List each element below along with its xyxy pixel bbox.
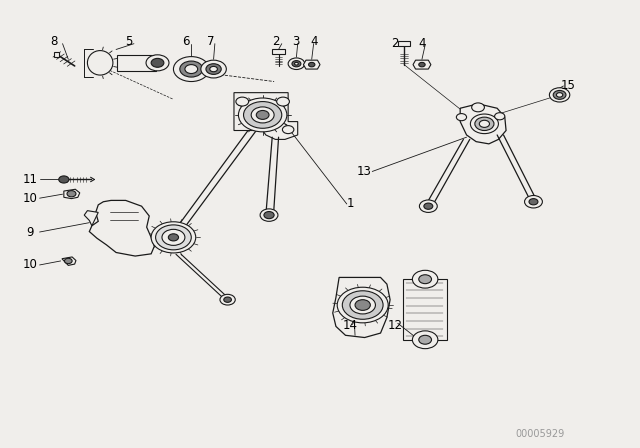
Polygon shape bbox=[62, 257, 76, 265]
Circle shape bbox=[264, 211, 274, 219]
Circle shape bbox=[151, 58, 164, 67]
Circle shape bbox=[350, 296, 376, 314]
Circle shape bbox=[173, 56, 209, 82]
Text: 2: 2 bbox=[392, 37, 399, 50]
Circle shape bbox=[282, 125, 294, 134]
Circle shape bbox=[210, 66, 218, 72]
Circle shape bbox=[472, 103, 484, 112]
Circle shape bbox=[180, 61, 203, 77]
Text: 1: 1 bbox=[347, 198, 355, 211]
Circle shape bbox=[556, 93, 563, 97]
Circle shape bbox=[419, 200, 437, 212]
Polygon shape bbox=[303, 60, 320, 69]
Circle shape bbox=[59, 176, 69, 183]
Circle shape bbox=[342, 291, 383, 319]
Circle shape bbox=[288, 58, 305, 69]
Circle shape bbox=[470, 114, 499, 134]
Text: 10: 10 bbox=[22, 258, 38, 271]
Text: 9: 9 bbox=[26, 225, 34, 238]
Text: 13: 13 bbox=[357, 165, 372, 178]
Circle shape bbox=[206, 64, 221, 74]
Circle shape bbox=[156, 225, 191, 250]
Ellipse shape bbox=[88, 51, 113, 75]
Circle shape bbox=[525, 195, 542, 208]
Text: 2: 2 bbox=[271, 35, 279, 48]
Polygon shape bbox=[460, 104, 506, 144]
Text: 4: 4 bbox=[310, 35, 317, 48]
Circle shape bbox=[419, 275, 431, 284]
Circle shape bbox=[292, 60, 301, 67]
Circle shape bbox=[419, 335, 431, 344]
Circle shape bbox=[553, 90, 566, 99]
Circle shape bbox=[479, 120, 490, 127]
Circle shape bbox=[236, 97, 248, 106]
Circle shape bbox=[146, 55, 169, 71]
Text: 14: 14 bbox=[343, 319, 358, 332]
Circle shape bbox=[419, 62, 425, 67]
Circle shape bbox=[256, 111, 269, 119]
Text: 5: 5 bbox=[125, 35, 132, 48]
Polygon shape bbox=[84, 211, 99, 226]
Circle shape bbox=[162, 229, 185, 246]
Text: 3: 3 bbox=[292, 35, 300, 48]
Text: 00005929: 00005929 bbox=[515, 429, 564, 439]
Circle shape bbox=[224, 297, 232, 302]
Text: 11: 11 bbox=[22, 173, 38, 186]
Circle shape bbox=[65, 258, 72, 263]
Circle shape bbox=[185, 65, 198, 73]
Polygon shape bbox=[54, 52, 59, 57]
Circle shape bbox=[244, 102, 282, 128]
Text: 15: 15 bbox=[561, 79, 576, 92]
Polygon shape bbox=[234, 93, 298, 139]
Polygon shape bbox=[90, 200, 154, 256]
Circle shape bbox=[424, 203, 433, 209]
Circle shape bbox=[495, 113, 505, 120]
Polygon shape bbox=[413, 60, 431, 69]
Text: 7: 7 bbox=[207, 35, 214, 48]
Polygon shape bbox=[272, 49, 285, 54]
Polygon shape bbox=[397, 42, 410, 46]
Bar bbox=[403, 279, 447, 340]
Circle shape bbox=[549, 88, 570, 102]
Circle shape bbox=[67, 190, 76, 197]
Circle shape bbox=[412, 331, 438, 349]
Circle shape bbox=[220, 294, 236, 305]
Circle shape bbox=[412, 270, 438, 288]
Circle shape bbox=[308, 62, 315, 67]
Circle shape bbox=[251, 107, 274, 123]
Text: 4: 4 bbox=[418, 37, 426, 50]
Circle shape bbox=[456, 114, 467, 121]
Circle shape bbox=[151, 222, 196, 253]
Circle shape bbox=[276, 97, 289, 106]
Circle shape bbox=[201, 60, 227, 78]
Circle shape bbox=[239, 98, 287, 132]
Circle shape bbox=[168, 234, 179, 241]
Circle shape bbox=[355, 300, 371, 310]
Polygon shape bbox=[333, 277, 390, 337]
Circle shape bbox=[529, 198, 538, 205]
Text: 12: 12 bbox=[388, 319, 403, 332]
Circle shape bbox=[260, 209, 278, 221]
Circle shape bbox=[294, 62, 298, 65]
Text: 10: 10 bbox=[22, 192, 38, 205]
Polygon shape bbox=[64, 189, 80, 198]
Text: 6: 6 bbox=[182, 35, 190, 48]
Text: 8: 8 bbox=[50, 35, 58, 48]
Circle shape bbox=[475, 117, 494, 130]
Circle shape bbox=[337, 287, 388, 323]
Bar bbox=[117, 55, 156, 71]
